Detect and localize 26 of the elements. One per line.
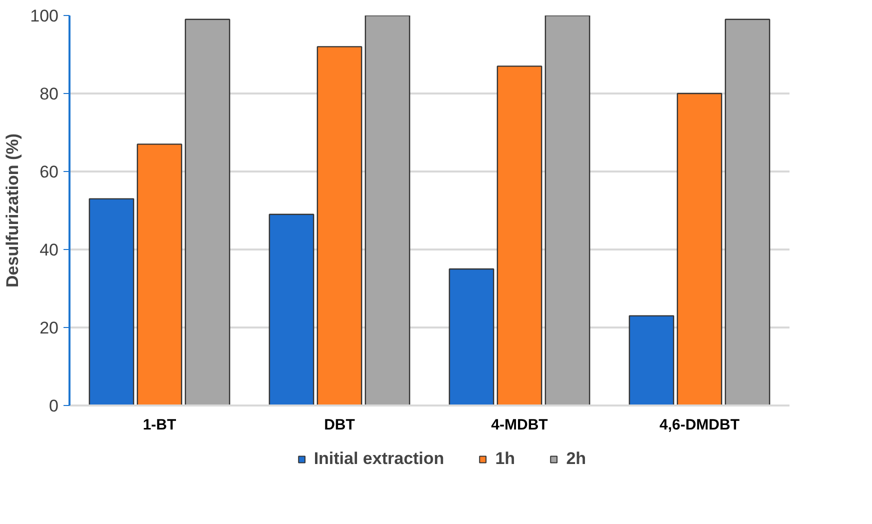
x-tick-label: 4,6-DMDBT: [660, 416, 740, 434]
y-tick-label: 20: [40, 318, 59, 338]
legend-label: Initial extraction: [314, 448, 444, 468]
bar: [496, 66, 542, 406]
y-tick-label: 0: [49, 396, 59, 416]
y-tick-label: 60: [40, 162, 59, 182]
bar: [88, 198, 134, 406]
bar: [724, 18, 770, 406]
bar: [184, 18, 230, 406]
bar: [268, 214, 314, 406]
legend-label: 1h: [495, 448, 516, 468]
x-tick-label: 4-MDBT: [491, 416, 548, 434]
y-tick-label: 100: [30, 6, 59, 26]
bar: [364, 16, 410, 406]
bar: [628, 315, 674, 406]
bar: [676, 92, 722, 406]
bar: [136, 144, 182, 406]
y-axis-title: Desulfurization (%): [3, 134, 22, 288]
y-tick-label: 40: [40, 240, 59, 260]
bar: [544, 16, 590, 406]
bar: [448, 268, 494, 406]
x-tick-label: 1-BT: [142, 416, 176, 434]
legend-label: 2h: [566, 448, 586, 468]
x-tick-label: DBT: [324, 416, 355, 434]
y-tick-label: 80: [40, 84, 59, 104]
bar: [316, 46, 362, 406]
